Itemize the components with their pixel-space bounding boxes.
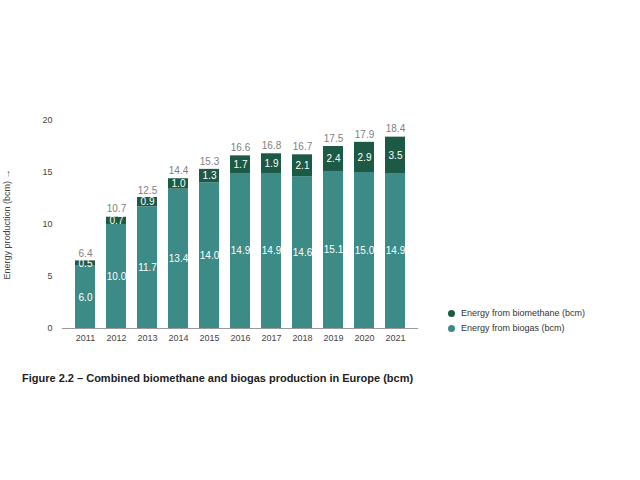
svg-text:2011: 2011 [76, 333, 95, 343]
svg-text:2012: 2012 [106, 333, 126, 343]
svg-text:14.9: 14.9 [231, 245, 251, 256]
svg-text:10: 10 [42, 219, 52, 229]
svg-text:3.5: 3.5 [389, 150, 403, 161]
html-text:Energy from biogas (bcm): Energy from biogas (bcm) [461, 323, 565, 333]
svg-text:2021: 2021 [385, 333, 405, 343]
svg-text:1.3: 1.3 [203, 170, 217, 181]
svg-text:15.3: 15.3 [200, 156, 220, 167]
svg-text:14.6: 14.6 [293, 247, 313, 258]
svg-text:14.4: 14.4 [169, 165, 189, 176]
svg-text:18.4: 18.4 [386, 123, 406, 134]
svg-text:16.8: 16.8 [262, 140, 282, 151]
svg-text:15: 15 [42, 167, 52, 177]
svg-text:0.9: 0.9 [141, 196, 155, 207]
svg-text:12.5: 12.5 [138, 185, 158, 196]
svg-text:14.0: 14.0 [200, 250, 220, 261]
svg-text:6.4: 6.4 [79, 248, 93, 259]
svg-text:0: 0 [47, 323, 52, 333]
svg-text:11.7: 11.7 [138, 262, 157, 273]
svg-text:14.9: 14.9 [386, 245, 406, 256]
svg-text:15.1: 15.1 [324, 244, 344, 255]
svg-text:2017: 2017 [261, 333, 281, 343]
svg-text:Energy production (bcm) →: Energy production (bcm) → [2, 169, 12, 279]
svg-text:1.9: 1.9 [265, 158, 279, 169]
svg-text:0.5: 0.5 [79, 258, 93, 269]
svg-text:13.4: 13.4 [169, 253, 189, 264]
html-text:Energy from biomethane (bcm): Energy from biomethane (bcm) [461, 308, 586, 318]
svg-text:17.5: 17.5 [324, 133, 344, 144]
svg-text:20: 20 [42, 115, 52, 125]
svg-text:2016: 2016 [230, 333, 250, 343]
svg-text:2020: 2020 [354, 333, 374, 343]
svg-text:2.1: 2.1 [296, 160, 310, 171]
svg-text:0.7: 0.7 [110, 215, 124, 226]
svg-text:10.0: 10.0 [107, 271, 127, 282]
html-text:Figure 2.2 – Combined biometha: Figure 2.2 – Combined biomethane and bio… [22, 372, 414, 384]
svg-text:5: 5 [47, 271, 52, 281]
svg-text:16.7: 16.7 [293, 141, 313, 152]
svg-text:2019: 2019 [323, 333, 343, 343]
svg-text:2.9: 2.9 [358, 152, 372, 163]
svg-text:15.0: 15.0 [355, 245, 375, 256]
svg-text:1.7: 1.7 [234, 159, 248, 170]
svg-text:16.6: 16.6 [231, 142, 251, 153]
svg-text:1.0: 1.0 [172, 178, 186, 189]
svg-text:17.9: 17.9 [355, 129, 375, 140]
svg-text:2.4: 2.4 [327, 153, 341, 164]
svg-text:2018: 2018 [292, 333, 312, 343]
svg-text:2014: 2014 [168, 333, 188, 343]
svg-text:2013: 2013 [137, 333, 157, 343]
svg-text:10.7: 10.7 [107, 203, 127, 214]
svg-text:2015: 2015 [199, 333, 219, 343]
svg-text:6.0: 6.0 [79, 292, 93, 303]
svg-text:14.9: 14.9 [262, 245, 282, 256]
